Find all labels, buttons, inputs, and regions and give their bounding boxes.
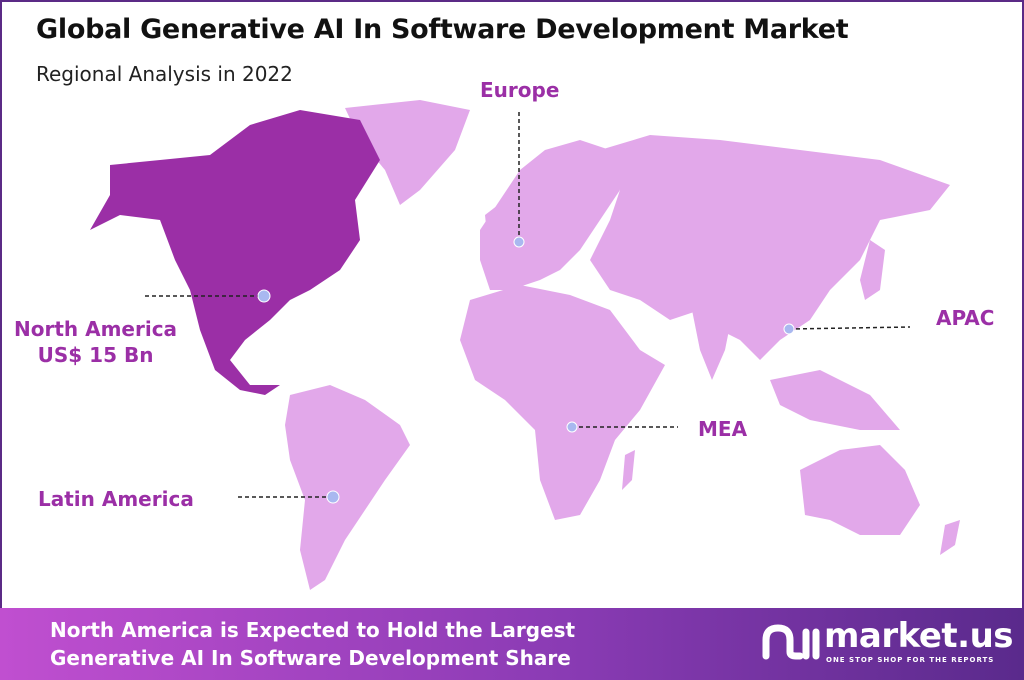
- other-regions: [285, 100, 960, 590]
- region-value: US$ 15 Bn: [37, 343, 154, 367]
- market-us-logo: market.us ONE STOP SHOP FOR THE REPORTS: [762, 616, 1014, 666]
- asia-shape: [590, 135, 950, 360]
- latin-america-marker: [326, 490, 340, 504]
- footer-banner: North America is Expected to Hold the La…: [0, 608, 1024, 680]
- north-america-marker: [257, 289, 271, 303]
- north-america-shape: [90, 110, 380, 395]
- logo-tagline: ONE STOP SHOP FOR THE REPORTS: [826, 656, 995, 664]
- greenland: [345, 100, 470, 205]
- africa-shape: [460, 285, 665, 520]
- world-map: [90, 100, 960, 590]
- latin-america-label: Latin America: [38, 487, 194, 511]
- mea-label: MEA: [698, 417, 748, 441]
- europe-shape: [480, 140, 620, 290]
- logo-wordmark: market.us: [824, 616, 1014, 656]
- europe-marker: [513, 236, 525, 248]
- apac-label: APAC: [936, 306, 995, 330]
- page-title: Global Generative AI In Software Develop…: [36, 14, 849, 45]
- mea-marker: [566, 421, 578, 433]
- europe-label: Europe: [480, 78, 560, 102]
- north-america-label: North America US$ 15 Bn: [14, 316, 177, 368]
- footer-line-2: Generative AI In Software Development Sh…: [50, 646, 571, 670]
- page-subtitle: Regional Analysis in 2022: [36, 62, 293, 86]
- footer-text: North America is Expected to Hold the La…: [50, 616, 575, 672]
- footer-line-1: North America is Expected to Hold the La…: [50, 618, 576, 642]
- apac-marker: [783, 323, 795, 335]
- australia-shape: [800, 445, 920, 535]
- region-name: North America: [14, 317, 178, 341]
- logo-icon: [762, 624, 820, 660]
- latin-america-shape: [285, 385, 410, 590]
